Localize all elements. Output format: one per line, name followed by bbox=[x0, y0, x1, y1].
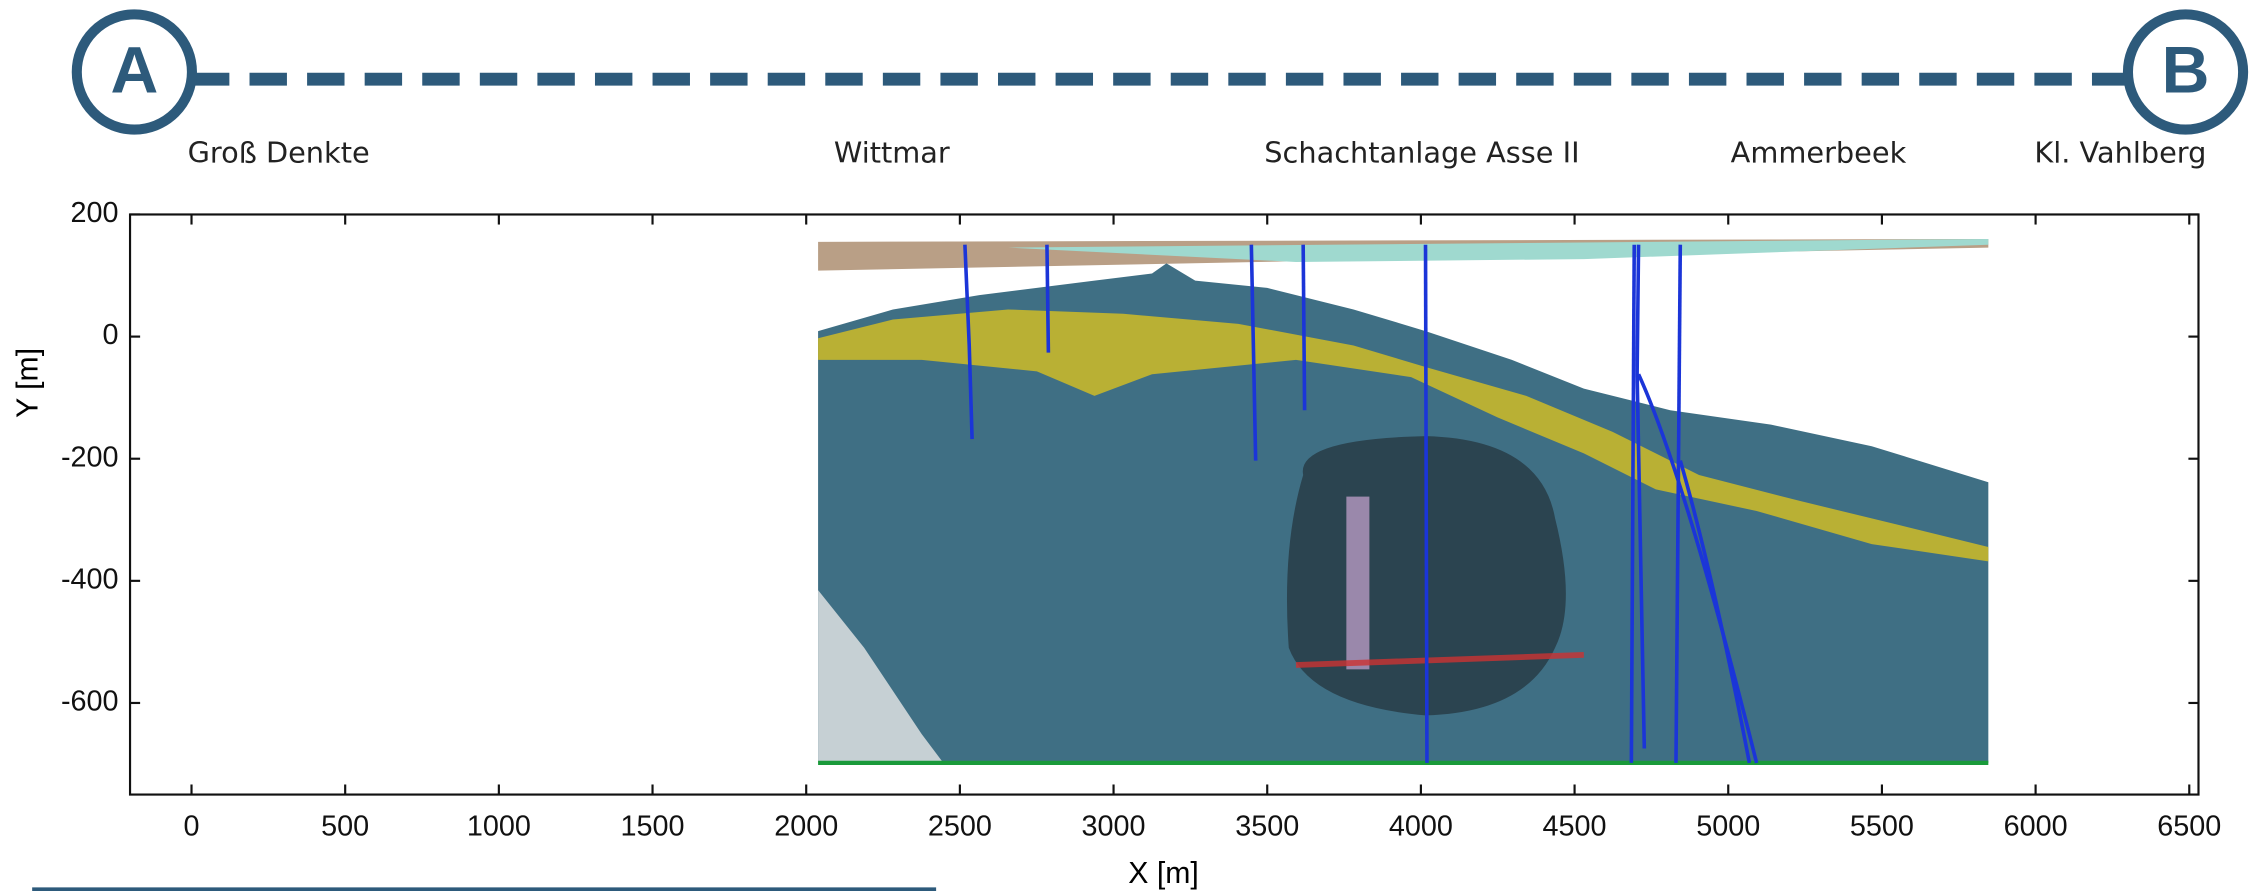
place-label: Kl. Vahlberg bbox=[2034, 136, 2206, 170]
place-label: Wittmar bbox=[834, 136, 950, 170]
place-label: Schachtanlage Asse II bbox=[1264, 136, 1579, 170]
y-tick-label: -400 bbox=[61, 563, 119, 595]
start-label: A bbox=[110, 33, 158, 107]
x-tick-label: 3500 bbox=[1235, 810, 1299, 842]
y-axis-label: Y [m] bbox=[11, 348, 44, 418]
x-tick-label: 6000 bbox=[2004, 810, 2068, 842]
x-tick-label: 5000 bbox=[1696, 810, 1760, 842]
x-tick-label: 1000 bbox=[467, 810, 531, 842]
figure: A B Groß Denkte Wittmar Schachtanlage As… bbox=[0, 0, 2258, 891]
y-tick-label: -600 bbox=[61, 686, 119, 718]
x-tick-label: 1500 bbox=[621, 810, 685, 842]
x-tick-label: 500 bbox=[321, 810, 369, 842]
y-tick-label: 0 bbox=[103, 319, 119, 351]
x-tick-label: 3000 bbox=[1082, 810, 1146, 842]
y-tick-label: -200 bbox=[61, 441, 119, 473]
x-tick-label: 2500 bbox=[928, 810, 992, 842]
end-label: B bbox=[2162, 33, 2210, 107]
x-tick-label: 5500 bbox=[1850, 810, 1914, 842]
x-tick-label: 2000 bbox=[774, 810, 838, 842]
x-axis-label: X [m] bbox=[1128, 857, 1199, 890]
x-tick-label: 0 bbox=[184, 810, 200, 842]
y-tick-label: 200 bbox=[71, 197, 119, 229]
x-tick-label: 6500 bbox=[2157, 810, 2221, 842]
place-label: Groß Denkte bbox=[188, 136, 370, 170]
x-tick-label: 4000 bbox=[1389, 810, 1453, 842]
section-image bbox=[818, 239, 1988, 763]
place-label: Ammerbeek bbox=[1731, 136, 1907, 170]
page: A B Groß Denkte Wittmar Schachtanlage As… bbox=[0, 0, 2258, 891]
x-tick-label: 4500 bbox=[1543, 810, 1607, 842]
